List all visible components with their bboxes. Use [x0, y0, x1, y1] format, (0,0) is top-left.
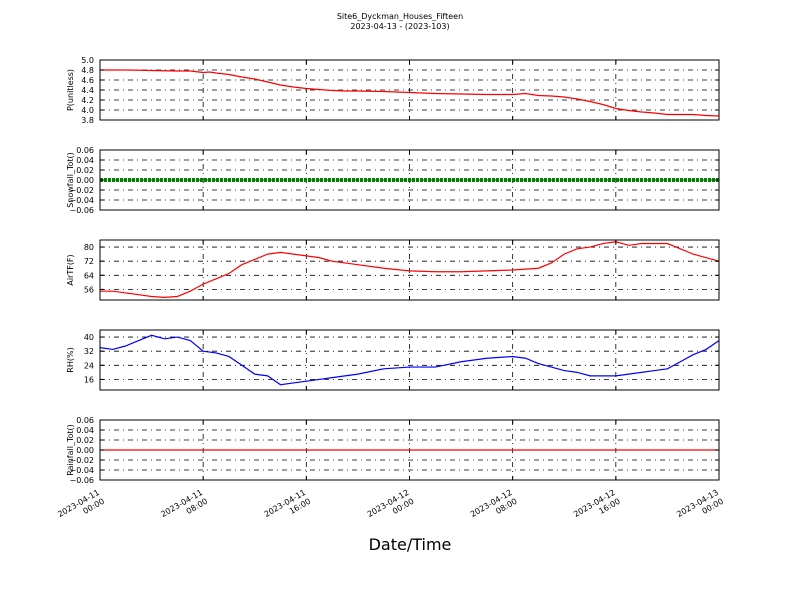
- series-line: [100, 241, 720, 298]
- y-tick-label: 5.0: [81, 56, 94, 65]
- y-tick-label: 80: [84, 243, 94, 252]
- y-tick-label: 0.04: [76, 156, 94, 165]
- y-tick-label: −0.04: [69, 466, 94, 475]
- y-tick-label: 0.06: [76, 146, 94, 155]
- y-tick-label: 24: [84, 361, 94, 370]
- y-tick-label: 0.02: [76, 436, 94, 445]
- y-tick-label: −0.02: [69, 456, 94, 465]
- y-tick-label: 4.4: [81, 86, 94, 95]
- panel-1: 0.060.040.020.00−0.02−0.04−0.06Snowfall_…: [66, 146, 720, 215]
- y-axis-label: Snowfall_Tot(): [66, 152, 75, 208]
- y-tick-label: 16: [84, 375, 94, 384]
- y-tick-label: −0.06: [69, 476, 94, 485]
- y-tick-label: 64: [84, 271, 94, 280]
- panel-4: 0.060.040.020.00−0.02−0.04−0.06Rainfall_…: [66, 416, 720, 485]
- y-tick-label: 4.2: [81, 96, 94, 105]
- series-line: [99, 334, 720, 386]
- y-tick-label: 0.04: [76, 426, 94, 435]
- panel-3: 40 32 24 16 RH(%): [66, 329, 720, 391]
- x-axis-ticks: 2023-04-1100:00 2023-04-1108:00 2023-04-11…: [56, 488, 725, 528]
- y-tick-label: −0.04: [69, 196, 94, 205]
- x-tick-label: 2023-04-1116:00: [263, 488, 313, 528]
- y-tick-label: −0.02: [69, 186, 94, 195]
- y-tick-label: 0.00: [76, 446, 94, 455]
- x-tick-label: 2023-04-1108:00: [159, 488, 209, 528]
- y-tick-label: 0.02: [76, 166, 94, 175]
- panel-2: 80 72 64 56 AirTF(F): [66, 239, 720, 301]
- x-tick-label: 2023-04-1300:00: [675, 488, 725, 528]
- y-tick-label: 56: [84, 285, 94, 294]
- x-tick-label: 2023-04-1100:00: [56, 488, 106, 528]
- y-tick-label: 40: [84, 333, 94, 342]
- series-line: [100, 69, 720, 117]
- x-tick-label: 2023-04-1216:00: [572, 488, 622, 528]
- y-tick-label: 4.8: [81, 66, 94, 75]
- chart-title: Site6_Dyckman_Houses_Fifteen: [337, 12, 463, 21]
- x-axis-label: Date/Time: [369, 535, 452, 554]
- y-tick-label: 4.6: [81, 76, 94, 85]
- x-tick-label: 2023-04-1200:00: [366, 488, 416, 528]
- y-tick-label: −0.06: [69, 206, 94, 215]
- y-tick-label: 72: [84, 257, 94, 266]
- y-axis-label: RH(%): [66, 347, 75, 372]
- y-tick-label: 0.00: [76, 176, 94, 185]
- y-tick-label: 0.06: [76, 416, 94, 425]
- y-tick-label: 4.0: [81, 106, 94, 115]
- y-axis-label: Rainfall_Tot(): [66, 424, 75, 476]
- panel-0: 5.04.84.64.44.24.03.8 P(unitless): [66, 56, 720, 125]
- y-tick-label: 3.8: [81, 116, 94, 125]
- panels: 5.04.84.64.44.24.03.8P(unitless)0.060.04…: [66, 56, 720, 485]
- y-axis-label: P(unitless): [66, 69, 75, 111]
- x-tick-label: 2023-04-1208:00: [469, 488, 519, 528]
- y-axis-label: AirTF(F): [66, 254, 75, 285]
- y-tick-label: 32: [84, 347, 94, 356]
- chart-subtitle: 2023-04-13 - (2023-103): [350, 22, 449, 31]
